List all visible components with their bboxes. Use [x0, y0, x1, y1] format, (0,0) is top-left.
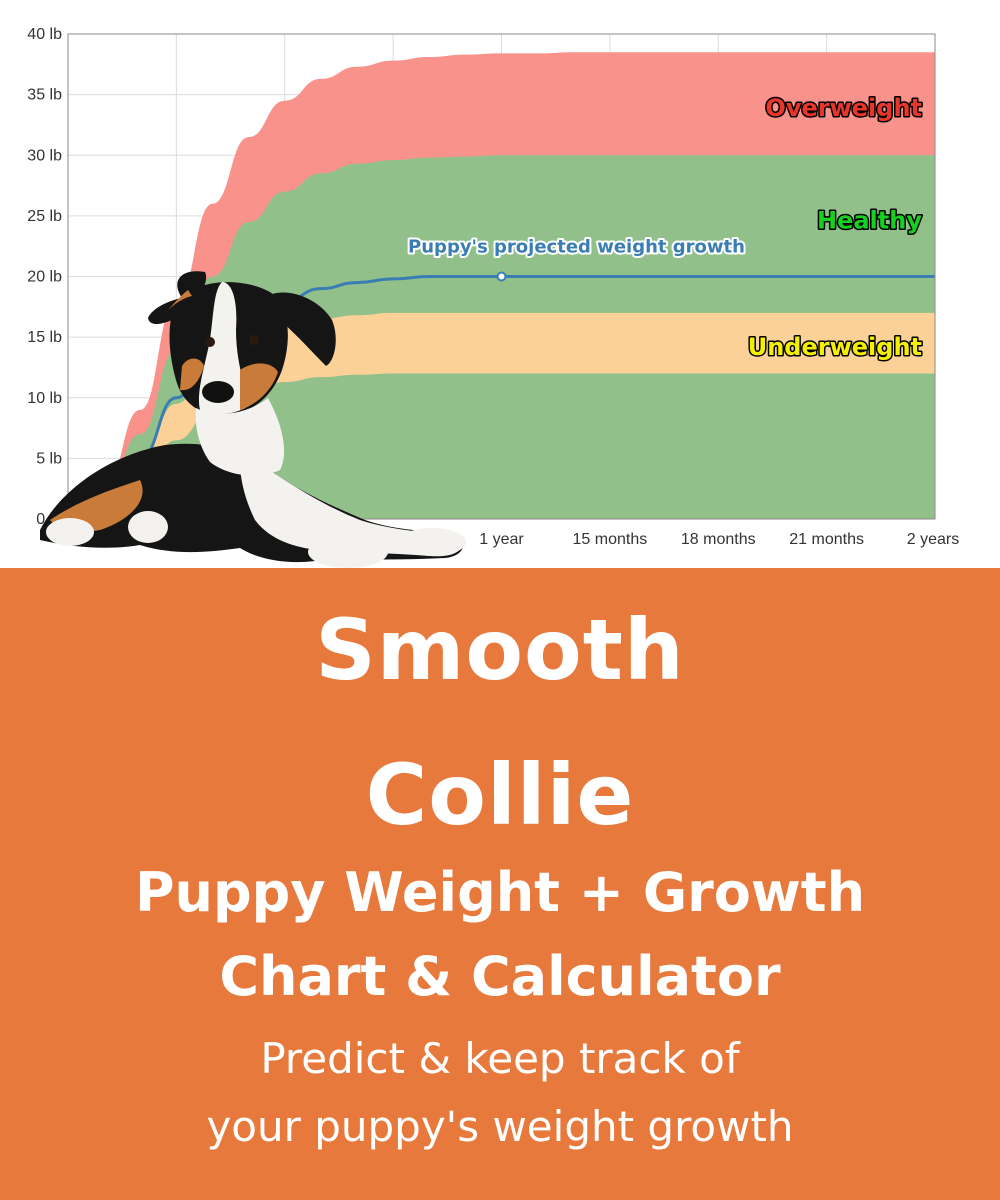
plot-frame	[67, 33, 936, 520]
series-label: Puppy's projected weight growth	[408, 237, 745, 258]
weight-bands	[68, 52, 935, 519]
y-tick-label: 30 lb	[27, 147, 62, 164]
band-label-underweight: Underweight	[748, 333, 922, 361]
tagline-line-2: your puppy's weight growth	[206, 1102, 794, 1151]
x-tick-label: 18 months	[681, 531, 756, 548]
y-tick-label: 15 lb	[27, 329, 62, 346]
x-tick-label: 15 months	[573, 531, 648, 548]
band-label-overweight: Overweight	[765, 94, 922, 122]
breed-name-line-2: Collie	[365, 746, 635, 844]
band-underweight	[68, 312, 935, 519]
band-labels: Puppy's projected weight growth Overweigh…	[406, 92, 924, 362]
y-tick-label: 5 lb	[36, 450, 62, 467]
y-tick-label: 40 lb	[27, 26, 62, 43]
y-tick-label: 10 lb	[27, 390, 62, 407]
subtitle-line-1: Puppy Weight + Growth	[134, 861, 866, 924]
y-tick-label: 25 lb	[27, 208, 62, 225]
subtitle-line-2: Chart & Calculator	[219, 945, 781, 1008]
y-tick-label: 20 lb	[27, 269, 62, 286]
x-tick-label: 1 year	[479, 531, 524, 548]
x-tick-label: 2 years	[907, 531, 959, 548]
breed-name-line-1: Smooth	[315, 601, 685, 699]
title-banner: Smooth Collie Puppy Weight + Growth Char…	[0, 568, 1000, 1200]
x-tick-label: 21 months	[789, 531, 864, 548]
y-tick-label: 35 lb	[27, 87, 62, 104]
series-point-marker	[496, 271, 507, 282]
puppy-illustration	[40, 271, 466, 568]
tagline-line-1: Predict & keep track of	[260, 1034, 740, 1083]
band-label-healthy: Healthy	[817, 207, 922, 235]
